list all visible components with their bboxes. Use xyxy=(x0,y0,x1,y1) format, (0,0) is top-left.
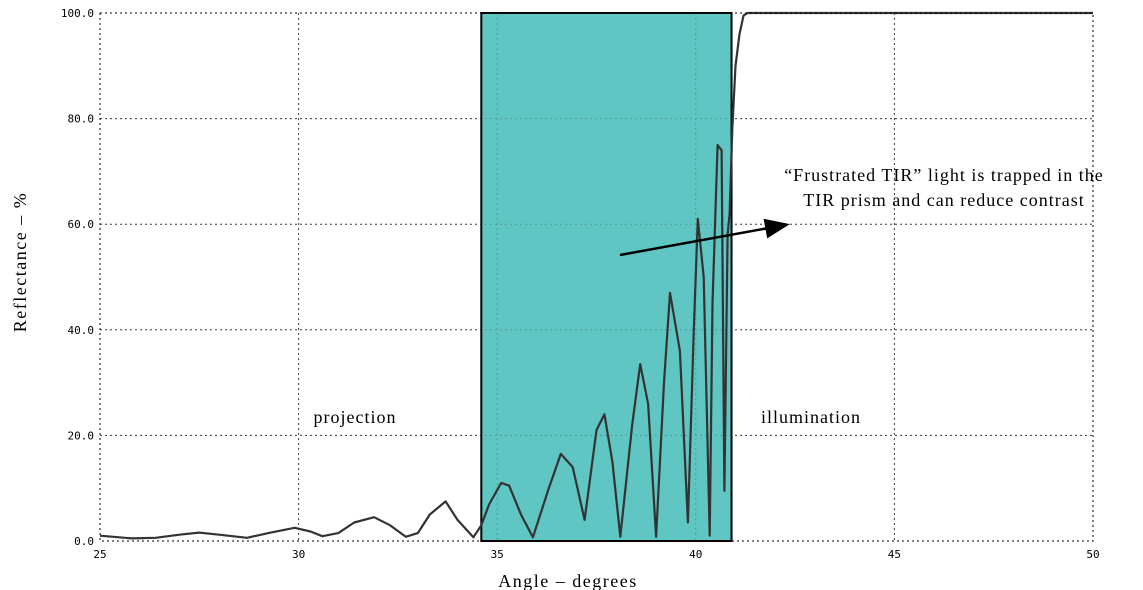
y-tick-label: 80.0 xyxy=(68,113,95,126)
y-axis-ticks: 0.0 20.0 40.0 60.0 80.0 100.0 xyxy=(61,7,94,548)
series-line xyxy=(99,11,1093,540)
y-tick-label: 0.0 xyxy=(74,535,94,548)
annotation-line-1: “Frustrated TIR” light is trapped in the xyxy=(784,165,1104,185)
annotation-line-2: TIR prism and can reduce contrast xyxy=(803,190,1084,210)
x-tick-label: 30 xyxy=(292,548,305,561)
x-axis-ticks: 25 30 35 40 45 50 xyxy=(93,548,1099,561)
x-tick-label: 35 xyxy=(491,548,504,561)
illumination-label: illumination xyxy=(761,407,861,427)
annotation-arrow xyxy=(619,218,790,257)
plot-frame xyxy=(99,12,1094,542)
y-tick-label: 20.0 xyxy=(68,429,95,442)
y-axis-label: Reflectance – % xyxy=(10,192,30,332)
y-tick-label: 60.0 xyxy=(68,218,95,231)
y-tick-label: 40.0 xyxy=(68,324,95,337)
frustrated-tir-region xyxy=(480,12,733,542)
x-tick-label: 45 xyxy=(888,548,901,561)
x-tick-label: 50 xyxy=(1086,548,1099,561)
x-axis-label: Angle – degrees xyxy=(498,571,637,590)
x-tick-label: 40 xyxy=(689,548,702,561)
y-tick-label: 100.0 xyxy=(61,7,94,20)
x-tick-label: 25 xyxy=(93,548,106,561)
projection-label: projection xyxy=(314,407,397,427)
